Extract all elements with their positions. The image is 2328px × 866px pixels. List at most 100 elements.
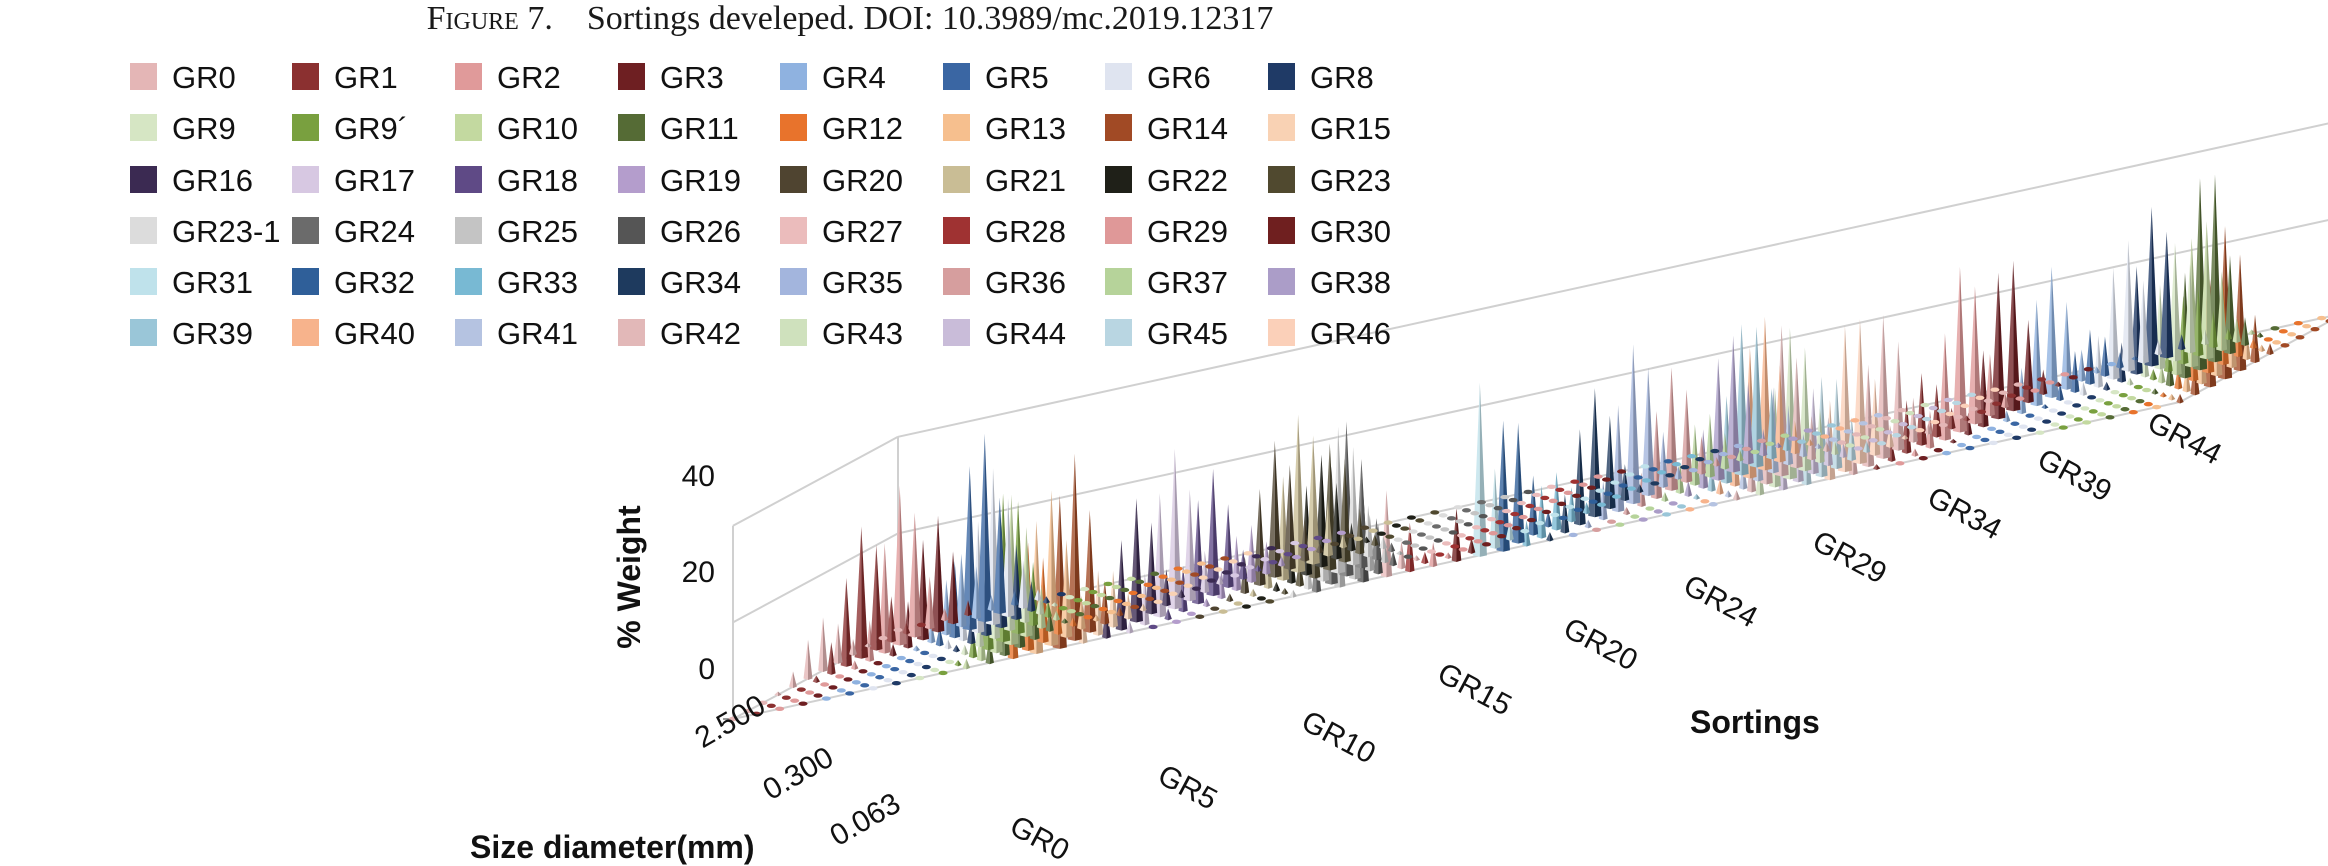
bar-base [1268,560,1278,565]
bar-base [1106,609,1116,615]
bar-base [1568,532,1578,538]
bar-base [1321,538,1331,544]
legend-label: GR16 [172,163,253,198]
bar-spike [1092,614,1097,622]
bar-spike [1748,381,1754,465]
bar-spike [1908,397,1914,443]
bar-base [851,680,861,685]
bar-spike [2089,329,2095,385]
bar-spike [2083,382,2088,396]
bar-spike [953,551,959,625]
bar-base [1905,410,1915,416]
bar-spike [968,600,972,617]
bar-base [1196,561,1206,566]
bar-base [1672,462,1682,467]
bar-base [1500,494,1510,500]
bar-spike [2143,280,2149,364]
bar-base [1853,446,1863,451]
bar-spike [1284,587,1289,595]
bar-base [1897,407,1907,413]
legend-swatch [292,319,319,346]
bar-base [920,650,930,656]
bar-spike [961,553,967,628]
bar-base [1368,528,1378,533]
bar-spike [1035,595,1040,615]
bar-base [1081,600,1091,606]
bar-base [1892,433,1902,438]
bar-base [2013,382,2023,387]
bar-base [1987,426,1997,432]
legend-label: GR20 [822,163,903,198]
bar-spike [1811,415,1817,461]
bar-base [921,664,931,670]
bar-spike [1387,542,1392,553]
bar-spike [2184,264,2190,354]
bar-spike [1204,550,1210,594]
bar-base [1503,522,1513,528]
bar-base [1166,577,1176,582]
bar-base [1645,506,1655,511]
bar-spike [1928,423,1932,435]
bar-base [1476,499,1486,505]
legend-swatch [130,63,157,90]
bar-spike [774,691,778,697]
bar-spike [899,485,907,646]
bar-spike [2216,271,2222,352]
bar-spike [1883,314,1891,459]
bar-base [1510,511,1520,517]
bar-base [1928,405,1938,411]
bar-base [2107,361,2117,367]
bar-spike [1648,367,1655,496]
bar-spike [2201,329,2205,346]
bar-base [1345,533,1355,539]
bar-base [1580,496,1590,501]
bar-base [1648,467,1658,472]
bar-spike [2051,266,2059,398]
bar-base [1336,530,1346,536]
bar-base [1206,578,1216,583]
bar-base [1406,515,1416,520]
bar-spike [1397,541,1402,570]
bar-spike [831,642,836,675]
bar-base [1677,504,1687,509]
bar-spike [1633,344,1641,505]
bar-spike [2158,339,2163,356]
bar-spike [2160,231,2167,359]
bar-base [1837,440,1847,445]
bar-base [1520,528,1530,534]
bar-spike [816,675,820,684]
bar-spike [958,660,962,667]
bar-spike [944,639,949,650]
bar-spike [1277,555,1282,567]
bar-base [1933,447,1943,453]
legend-label: GR12 [822,111,903,146]
bar-base [2058,425,2068,430]
bar-base [1535,520,1545,526]
legend-swatch [780,268,807,295]
bar-base [2293,321,2303,326]
bar-base [1710,448,1720,454]
bar-spike [2107,267,2114,380]
bar-spike [2168,393,2172,401]
bar-base [1943,397,1953,403]
bar-spike [1931,384,1937,438]
bar-spike [1834,441,1839,456]
bar-base [1820,434,1830,439]
bar-spike [1254,564,1259,572]
bar-base [1597,502,1607,507]
bar-base [1860,435,1870,440]
bar-spike [1913,397,1918,443]
z-axis: 40 20 0 % Weight [611,460,715,686]
bar-spike [1424,551,1429,565]
bar-spike [840,577,847,667]
bar-base [2072,403,2082,408]
bar-base [1930,419,1940,425]
bar-base [1218,609,1228,614]
bar-base [1135,579,1145,585]
bar-spike [1167,448,1175,610]
bar-spike [2006,410,2011,423]
bar-base [1942,450,1952,456]
bar-base [1430,510,1440,515]
bar-base [1275,548,1285,554]
bar-base [781,695,791,700]
